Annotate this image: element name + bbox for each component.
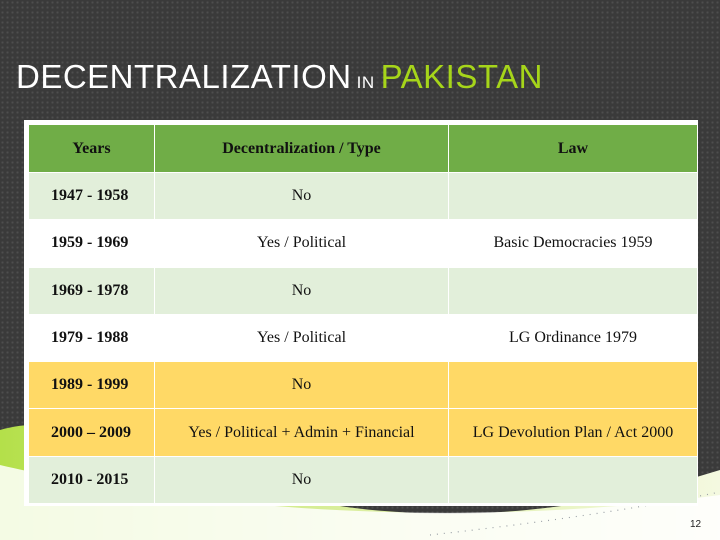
type-cell: Yes / Political + Admin + Financial	[154, 408, 449, 457]
law-cell	[448, 266, 698, 315]
page-number: 12	[690, 519, 702, 530]
slide-title: DECENTRALIZATION IN PAKISTAN	[16, 58, 543, 96]
table-row: 1959 - 1969 Yes / Political Basic Democr…	[28, 219, 698, 268]
table-container: Years Decentralization / Type Law 1947 -…	[24, 120, 698, 506]
type-cell: No	[154, 266, 449, 315]
type-cell: No	[154, 455, 449, 505]
years-cell: 1969 - 1978	[28, 266, 155, 315]
years-cell: 1959 - 1969	[28, 219, 155, 268]
title-word-decentralization: DECENTRALIZATION	[16, 58, 352, 95]
table-row: 1947 - 1958 No	[28, 171, 698, 221]
header-law: Law	[448, 124, 698, 173]
years-cell: 1979 - 1988	[28, 313, 155, 363]
header-decentralization-type: Decentralization / Type	[154, 124, 449, 173]
years-cell: 2010 - 2015	[28, 455, 155, 505]
table-row: 1969 - 1978 No	[28, 266, 698, 315]
title-word-pakistan: PAKISTAN	[380, 58, 543, 95]
table-row: 2010 - 2015 No	[28, 455, 698, 505]
table-row: 1979 - 1988 Yes / Political LG Ordinance…	[28, 313, 698, 363]
table-row-highlighted: 2000 – 2009 Yes / Political + Admin + Fi…	[28, 408, 698, 457]
title-word-in: IN	[356, 73, 375, 92]
law-cell	[448, 361, 698, 410]
decentralization-table: Years Decentralization / Type Law 1947 -…	[28, 124, 698, 505]
type-cell: No	[154, 361, 449, 410]
years-cell: 1947 - 1958	[28, 171, 155, 221]
type-cell: No	[154, 171, 449, 221]
law-cell	[448, 171, 698, 221]
years-cell: 1989 - 1999	[28, 361, 155, 410]
law-cell: Basic Democracies 1959	[448, 219, 698, 268]
header-years: Years	[28, 124, 155, 173]
type-cell: Yes / Political	[154, 313, 449, 363]
table-row-highlighted: 1989 - 1999 No	[28, 361, 698, 410]
years-cell: 2000 – 2009	[28, 408, 155, 457]
table-header-row: Years Decentralization / Type Law	[28, 124, 698, 173]
law-cell: LG Devolution Plan / Act 2000	[448, 408, 698, 457]
law-cell	[448, 455, 698, 505]
type-cell: Yes / Political	[154, 219, 449, 268]
law-cell: LG Ordinance 1979	[448, 313, 698, 363]
